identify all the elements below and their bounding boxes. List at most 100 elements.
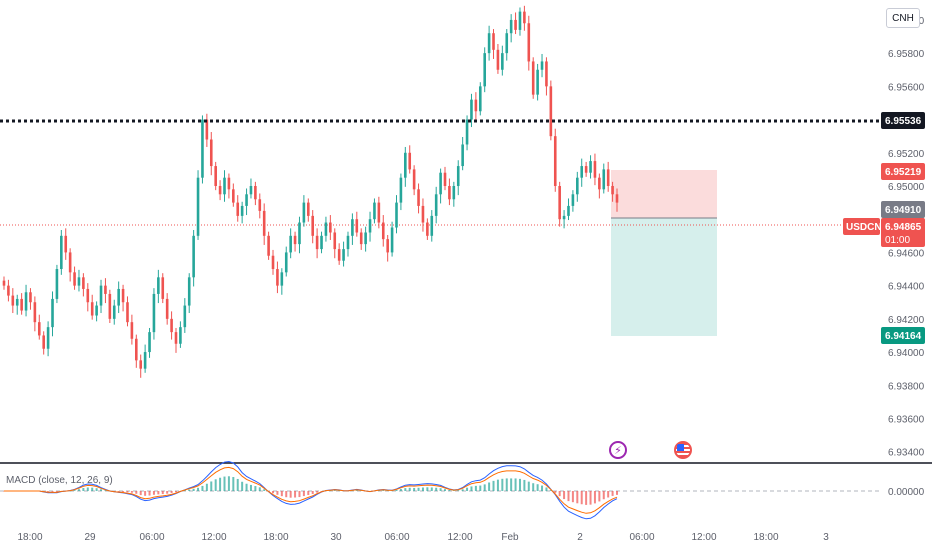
candle [342, 241, 345, 267]
dotted-line-tag: 6.95536 [881, 112, 925, 129]
candle [514, 12, 517, 35]
macd-histogram-bar [417, 487, 420, 491]
candle [20, 293, 23, 315]
candle [223, 170, 226, 202]
macd-histogram-bar [585, 491, 588, 505]
candle [461, 137, 464, 171]
candle [602, 163, 606, 194]
macd-histogram-bar [395, 490, 398, 491]
macd-histogram-bar [254, 486, 257, 491]
candle [426, 218, 429, 240]
macd-histogram-bar [298, 491, 301, 498]
price-axis-label: 6.94200 [888, 315, 925, 326]
candle [377, 196, 381, 229]
time-axis-label: 12:00 [201, 532, 226, 543]
candle [408, 145, 412, 174]
candle [562, 210, 566, 229]
candle [117, 281, 120, 314]
candle [289, 228, 292, 259]
macd-histogram-bar [241, 481, 244, 491]
stop-loss-zone[interactable] [611, 170, 717, 218]
candle [135, 334, 138, 368]
macd-histogram-bar [210, 481, 213, 491]
candle [196, 170, 200, 240]
candle [540, 53, 544, 78]
macd-histogram-bar [311, 491, 314, 494]
candle [478, 82, 482, 116]
macd-legend[interactable]: MACD (close, 12, 26, 9) [6, 475, 113, 486]
candle [205, 113, 209, 147]
candle [474, 92, 478, 121]
macd-histogram-bar [386, 490, 389, 491]
candle [33, 296, 37, 332]
candle [390, 221, 394, 257]
candle [254, 181, 257, 206]
candle [576, 171, 579, 202]
candle [2, 276, 6, 290]
macd-histogram-bar [148, 491, 151, 496]
macd-histogram-bar [501, 478, 504, 491]
macd-histogram-bar [382, 490, 385, 491]
flash-icon[interactable]: ⚡ [609, 441, 627, 459]
candle [373, 198, 376, 224]
candle [518, 7, 522, 36]
candle [95, 301, 98, 322]
time-axis[interactable]: 18:00 29 06:00 12:00 18:00 30 06:00 12:00 Feb 2 06… [17, 532, 829, 543]
macd-histogram-bar [571, 491, 574, 503]
macd-histogram-bar [351, 490, 354, 492]
macd-histogram-bar [377, 490, 380, 491]
price-axis-label: 6.95000 [888, 182, 925, 193]
candle [320, 231, 323, 254]
macd-histogram-bar [285, 491, 288, 498]
currency-button[interactable]: CNH [886, 8, 920, 28]
candle [240, 201, 244, 224]
macd-histogram-bar [421, 487, 424, 491]
candle [381, 215, 385, 247]
candle [311, 210, 315, 244]
macd-histogram-bar [82, 488, 85, 491]
macd-histogram-bar [523, 479, 526, 491]
candle [553, 128, 557, 192]
candle [302, 195, 306, 227]
candle [465, 115, 469, 151]
candle [417, 183, 420, 214]
macd-histogram-bar [126, 491, 129, 493]
candlesticks [2, 5, 619, 378]
svg-text:6.94910: 6.94910 [885, 205, 922, 216]
macd-histogram-bar [444, 489, 447, 491]
macd-histogram-bar [307, 491, 310, 496]
candle [523, 5, 526, 31]
candle [315, 228, 319, 259]
candle [130, 314, 134, 345]
candle [37, 314, 41, 340]
time-axis-label: 3 [823, 532, 829, 543]
candle [179, 321, 182, 348]
macd-histogram-bar [272, 491, 275, 494]
candle [456, 160, 460, 196]
svg-text:6.95219: 6.95219 [885, 167, 922, 178]
take-profit-zone[interactable] [611, 218, 717, 336]
svg-text:6.94865: 6.94865 [885, 222, 922, 233]
macd-histogram-bar [161, 491, 164, 495]
candle [404, 146, 407, 187]
macd-histogram-bar [563, 491, 566, 500]
macd-histogram-bar [302, 491, 305, 497]
candle [148, 327, 151, 358]
candle [104, 278, 107, 304]
macd-histogram-bar [360, 490, 363, 491]
macd-histogram-bar [452, 490, 455, 491]
svg-text:01:00: 01:00 [885, 235, 910, 246]
macd-histogram-bar [439, 488, 442, 491]
macd-histogram-bar [91, 487, 94, 491]
candle [112, 299, 116, 325]
symbol-tag: USDCNH [843, 218, 889, 235]
candle [439, 168, 442, 204]
candle [589, 155, 592, 179]
macd-histogram-bar [545, 487, 548, 491]
candle [209, 132, 213, 176]
candle [143, 344, 147, 373]
candle [7, 279, 10, 302]
us-flag-icon[interactable] [674, 441, 692, 459]
candle [298, 216, 301, 254]
